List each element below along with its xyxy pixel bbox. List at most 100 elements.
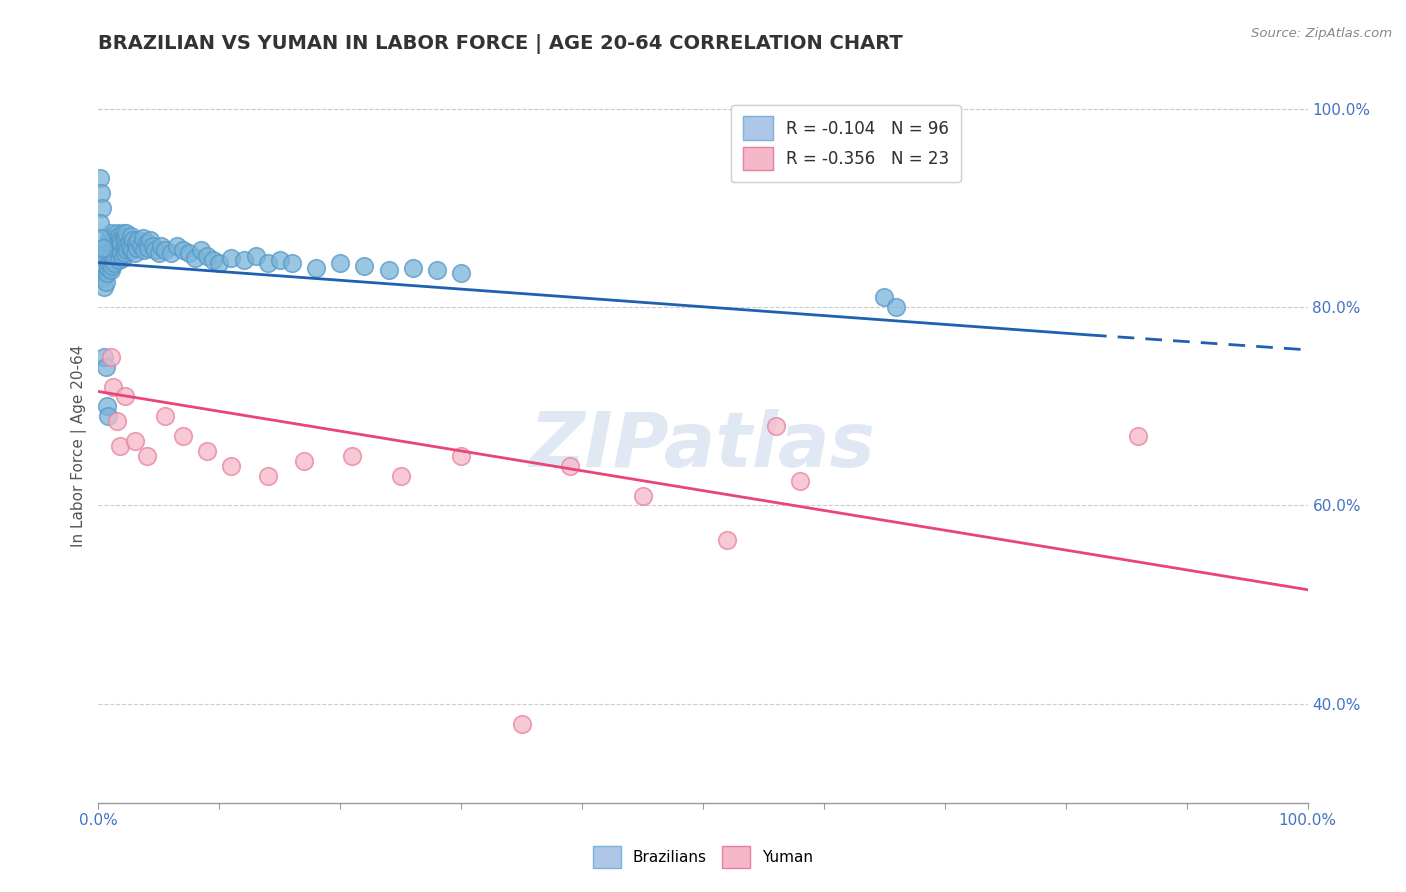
Point: [127, 233, 149, 247]
Point: [716, 533, 738, 548]
Point: [98, 231, 121, 245]
Point: [281, 255, 304, 269]
Point: [150, 239, 173, 253]
Point: [89, 171, 111, 186]
Point: [105, 414, 128, 428]
Point: [96, 266, 118, 280]
Point: [353, 259, 375, 273]
Point: [450, 266, 472, 280]
Point: [114, 245, 136, 260]
Point: [111, 251, 134, 265]
Point: [105, 243, 128, 257]
Point: [93, 280, 115, 294]
Point: [208, 255, 231, 269]
Point: [389, 468, 412, 483]
Point: [153, 409, 176, 424]
Point: [108, 233, 131, 247]
Point: [221, 251, 243, 265]
Point: [115, 239, 138, 253]
Point: [195, 249, 218, 263]
Point: [139, 233, 162, 247]
Point: [135, 235, 157, 250]
Point: [148, 245, 170, 260]
Point: [190, 243, 212, 257]
Text: Source: ZipAtlas.com: Source: ZipAtlas.com: [1251, 27, 1392, 40]
Point: [108, 252, 131, 267]
Point: [103, 231, 125, 245]
Point: [90, 231, 112, 245]
Point: [153, 243, 176, 257]
Point: [108, 439, 131, 453]
Point: [91, 201, 114, 215]
Point: [93, 251, 115, 265]
Text: ZIPatlas: ZIPatlas: [530, 409, 876, 483]
Point: [100, 233, 122, 247]
Point: [125, 235, 148, 250]
Point: [631, 489, 654, 503]
Point: [111, 226, 134, 240]
Point: [305, 260, 328, 275]
Point: [112, 241, 135, 255]
Point: [402, 260, 425, 275]
Point: [789, 474, 811, 488]
Point: [114, 233, 136, 247]
Point: [292, 454, 315, 468]
Point: [107, 245, 129, 260]
Point: [100, 249, 122, 263]
Point: [342, 449, 364, 463]
Point: [91, 260, 114, 275]
Point: [105, 226, 128, 240]
Point: [127, 241, 149, 255]
Point: [118, 241, 141, 255]
Point: [94, 276, 117, 290]
Point: [100, 259, 122, 273]
Point: [100, 226, 122, 240]
Point: [96, 400, 118, 414]
Point: [107, 239, 129, 253]
Point: [94, 359, 117, 374]
Point: [121, 243, 143, 257]
Point: [124, 245, 146, 260]
Point: [108, 243, 131, 257]
Point: [143, 243, 166, 257]
Point: [426, 262, 449, 277]
Point: [179, 245, 201, 260]
Point: [256, 255, 278, 269]
Point: [120, 228, 142, 243]
Legend: R = -0.104   N = 96, R = -0.356   N = 23: R = -0.104 N = 96, R = -0.356 N = 23: [731, 104, 960, 182]
Point: [134, 243, 156, 257]
Point: [101, 239, 124, 253]
Point: [1128, 429, 1150, 443]
Point: [124, 434, 146, 448]
Point: [97, 235, 120, 250]
Point: [136, 241, 159, 255]
Point: [110, 245, 132, 260]
Text: BRAZILIAN VS YUMAN IN LABOR FORCE | AGE 20-64 CORRELATION CHART: BRAZILIAN VS YUMAN IN LABOR FORCE | AGE …: [98, 34, 903, 54]
Point: [90, 186, 112, 201]
Point: [97, 260, 120, 275]
Legend: Brazilians, Yuman: Brazilians, Yuman: [585, 838, 821, 875]
Point: [142, 239, 165, 253]
Point: [100, 350, 122, 364]
Point: [221, 458, 243, 473]
Point: [97, 409, 120, 424]
Point: [100, 262, 122, 277]
Point: [115, 226, 138, 240]
Point: [108, 228, 131, 243]
Point: [104, 249, 127, 263]
Point: [132, 231, 155, 245]
Point: [91, 270, 114, 285]
Point: [118, 235, 141, 250]
Point: [103, 255, 125, 269]
Point: [117, 243, 139, 257]
Point: [886, 300, 908, 314]
Point: [765, 419, 787, 434]
Point: [245, 249, 267, 263]
Point: [202, 252, 225, 267]
Point: [510, 716, 533, 731]
Point: [96, 241, 118, 255]
Point: [104, 234, 127, 248]
Point: [184, 251, 207, 265]
Point: [450, 449, 472, 463]
Point: [329, 255, 352, 269]
